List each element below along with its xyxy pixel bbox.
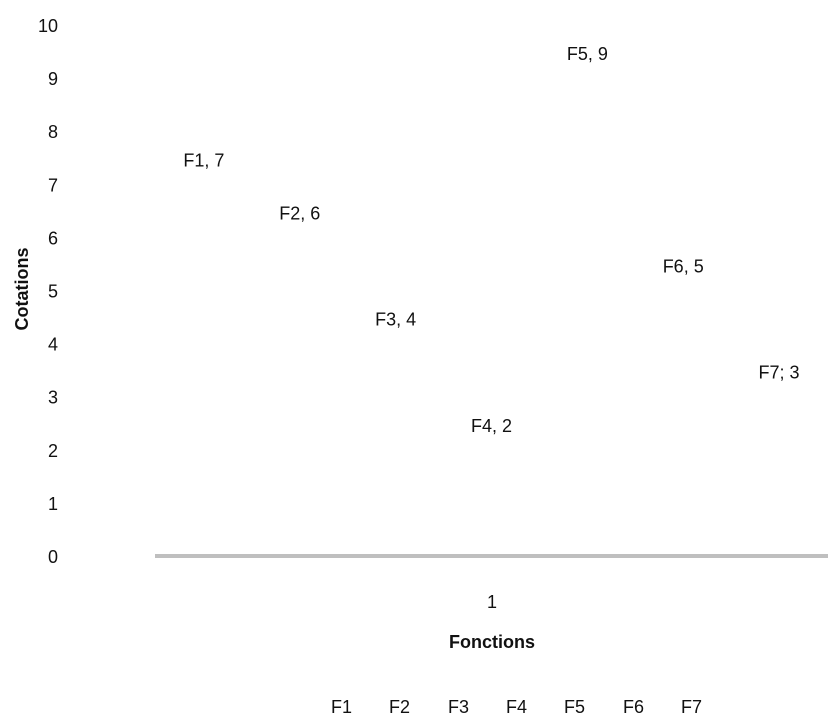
y-tick-label: 3	[48, 388, 58, 408]
bars	[155, 78, 827, 557]
legend-label: F2	[389, 697, 410, 717]
bar-fill	[443, 449, 540, 556]
bar-f5	[538, 78, 636, 556]
y-tick-label: 9	[48, 69, 58, 89]
bar-f1	[155, 184, 252, 557]
data-label-f4: F4, 2	[471, 416, 512, 436]
bar-fill	[156, 184, 252, 557]
y-tick-label: 4	[48, 335, 58, 355]
y-tick-label: 0	[48, 547, 58, 567]
legend-item-f5: F5	[564, 697, 585, 717]
legend-label: F5	[564, 697, 585, 717]
y-tick-label: 6	[48, 228, 58, 248]
legend-item-f6: F6	[623, 697, 644, 717]
bar-f2	[251, 237, 348, 556]
legend-item-f1: F1	[331, 697, 352, 717]
bar-fill	[635, 290, 732, 556]
y-tick-label: 7	[48, 175, 58, 195]
legend-label: F1	[331, 697, 352, 717]
legend-item-f2: F2	[389, 697, 410, 717]
y-tick-label: 10	[38, 16, 58, 36]
legend-label: F7	[681, 697, 702, 717]
legend-item-f7: F7	[681, 697, 702, 717]
legend-item-f4: F4	[506, 697, 527, 717]
bar-fill	[347, 343, 444, 556]
legend-item-f3: F3	[448, 697, 469, 717]
bar-f7	[730, 396, 827, 556]
bar-fill	[251, 237, 348, 556]
data-label-f7: F7; 3	[759, 363, 800, 383]
legend-label: F6	[623, 697, 644, 717]
legend-label: F4	[506, 697, 527, 717]
data-label-f5: F5, 9	[567, 44, 608, 64]
legend-label: F3	[448, 697, 469, 717]
x-axis-title: Fonctions	[449, 632, 535, 652]
y-tick-label: 8	[48, 122, 58, 142]
bar-fill	[731, 396, 827, 556]
bar-f3	[347, 343, 444, 556]
bar-f4	[443, 449, 540, 556]
data-labels: F1, 7 F2, 6 F3, 4 F4, 2 F5, 9 F6, 5 F7; 3	[183, 44, 799, 436]
y-tick-label: 2	[48, 441, 58, 461]
data-label-f2: F2, 6	[279, 203, 320, 223]
y-tick-label: 1	[48, 494, 58, 514]
y-axis-title: Cotations	[12, 248, 32, 331]
data-label-f1: F1, 7	[183, 150, 224, 170]
bar-f6	[634, 290, 732, 556]
legend: F1 F2 F3 F4 F5 F6 F7	[331, 697, 702, 717]
bar-fill	[539, 78, 636, 556]
y-tick-label: 5	[48, 282, 58, 302]
data-label-f6: F6, 5	[663, 257, 704, 277]
x-tick-label: 1	[487, 592, 497, 612]
data-label-f3: F3, 4	[375, 310, 416, 330]
y-axis-ticks: 0 1 2 3 4 5 6 7 8 9 10	[38, 16, 58, 567]
